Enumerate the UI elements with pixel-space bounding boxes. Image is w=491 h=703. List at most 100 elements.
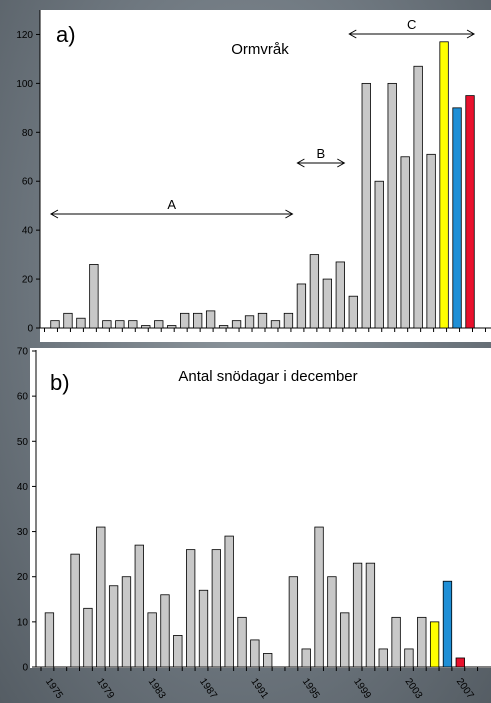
panel-b-x-tick-label: 1975	[43, 676, 65, 701]
panel-b-background	[30, 348, 491, 668]
panel-a-bar-1994	[296, 283, 307, 329]
panel-b-bar-1990	[237, 616, 247, 668]
panel-a-bar-1988	[218, 325, 229, 329]
panel-b-bar-1982	[134, 544, 144, 668]
panel-a-bar-2004	[426, 153, 436, 329]
annotation-B-arrow-right	[337, 158, 346, 168]
panel-b-bar-1994	[288, 576, 299, 668]
panel-b-x-tick-label: 2007	[454, 676, 476, 701]
panel-a-bar-1975	[50, 320, 60, 329]
panel-a-bar-1986	[193, 312, 203, 329]
panel-b-bar-2000	[365, 562, 376, 668]
panel-a-y-tick-label: 0	[27, 324, 33, 335]
panel-a-gridlines: 0 20 40 60 80 100 120	[16, 30, 486, 335]
panel-b-bar-1991	[250, 639, 260, 668]
panel-b-bar-1995	[301, 648, 311, 668]
panel-a-bar-1999	[361, 82, 371, 329]
panel-a-bar-2003	[413, 65, 423, 329]
annotation-A-arrow-left	[49, 209, 59, 219]
panel-b-x-tick-label: 1983	[146, 676, 168, 701]
panel-b-y-tick-label: 40	[17, 482, 29, 493]
panel-b-bar-1992	[263, 653, 273, 668]
panel-a-bar-2007	[465, 95, 475, 329]
panel-b: 0 10 20 30 40 50 60 70 b) Antal snödagar i dece…	[17, 347, 491, 701]
panel-a-y-tick-label: 100	[16, 79, 33, 90]
panel-b-x-tick-label: 1995	[300, 676, 322, 701]
panel-a-bar-1982	[141, 325, 151, 329]
panel-a-title: Ormvråk	[231, 41, 289, 58]
panel-b-y-tick-label: 30	[17, 527, 29, 538]
panel-a-bar-1985	[180, 312, 190, 329]
panel-b-bar-1998	[340, 612, 350, 668]
panel-a: 0 20 40 60 80 100 120 a) Ormvråk A B C	[16, 10, 491, 342]
panel-a-bar-1980	[115, 320, 125, 329]
panel-a-bar-1978	[89, 263, 99, 329]
annotation-C-arrow-left	[348, 29, 357, 39]
panel-a-bar-1981	[128, 320, 138, 329]
annotation-C-arrow-right	[466, 29, 476, 39]
annotation-B-arrow-left	[296, 158, 305, 168]
panel-b-bar-1999	[352, 562, 363, 668]
panel-b-bar-1986	[186, 549, 196, 668]
panel-b-bars	[44, 526, 465, 668]
panel-a-bar-1991	[257, 312, 268, 329]
panel-b-label: b)	[50, 370, 70, 395]
panel-b-bar-2007	[455, 657, 465, 668]
panel-b-y-tick-label: 70	[17, 347, 29, 358]
panel-b-x-tick-labels: 1975 1979 1983 1987 1991 1995 1999 2003 2007	[43, 676, 476, 701]
panel-a-bar-2006	[452, 107, 462, 329]
panel-a-bar-1984	[167, 325, 177, 329]
panel-a-bar-1997	[335, 261, 345, 329]
panel-b-y-tick-label: 20	[17, 572, 29, 583]
panel-b-bar-2005	[429, 621, 440, 668]
panel-a-bar-2000	[374, 180, 384, 329]
panel-a-y-tick-label: 20	[22, 275, 34, 286]
panel-b-y-tick-label: 60	[17, 392, 29, 403]
panel-a-bar-2001	[387, 82, 397, 329]
panel-b-bar-1984	[160, 594, 170, 668]
panel-a-bar-1990	[244, 315, 255, 329]
panel-b-bar-1975	[44, 612, 55, 668]
panel-b-bar-1997	[327, 576, 337, 668]
panel-a-bar-1996	[322, 278, 333, 329]
panel-b-bar-2002	[391, 616, 401, 668]
annotation-A-label: A	[167, 197, 176, 212]
panel-a-bar-2005	[439, 41, 449, 329]
panel-b-title: Antal snödagar i december	[178, 368, 357, 385]
annotation-B-label: B	[317, 146, 326, 161]
panel-a-bar-1977	[76, 317, 86, 329]
panel-b-bar-2006	[442, 580, 453, 668]
panel-b-y-tick-label: 0	[22, 663, 28, 674]
panel-b-bar-1983	[147, 612, 157, 668]
panel-a-bar-1987	[205, 310, 216, 329]
panel-a-bar-1979	[102, 320, 112, 329]
panel-a-annotations: A B C	[49, 17, 476, 219]
panel-a-bar-1995	[309, 254, 320, 329]
panel-b-bar-1996	[314, 526, 324, 668]
panel-b-bar-1989	[224, 535, 234, 668]
panel-b-x-tick-label: 1999	[351, 676, 373, 701]
panel-b-bar-1980	[108, 585, 119, 668]
panel-b-bar-1977	[70, 553, 80, 668]
panel-a-bar-1993	[283, 312, 294, 329]
panel-b-bar-1985	[173, 635, 183, 668]
panel-b-bar-2004	[417, 616, 427, 668]
panel-b-bar-2003	[404, 648, 414, 668]
panel-a-y-tick-label: 120	[16, 30, 33, 41]
panel-a-bar-1998	[348, 295, 358, 329]
panel-b-x-tick-label: 2003	[402, 676, 424, 701]
annotation-A-arrow-right	[285, 209, 294, 219]
panel-b-x-tick-label: 1991	[248, 676, 270, 701]
panel-b-x-tick-label: 1979	[94, 676, 116, 701]
panel-a-bar-1989	[231, 320, 242, 329]
panel-a-y-tick-label: 80	[22, 128, 34, 139]
panel-a-bars	[50, 41, 475, 329]
panel-b-bar-1988	[211, 549, 221, 668]
panel-b-bar-2001	[378, 648, 388, 668]
panel-a-bar-1992	[270, 320, 281, 329]
panel-b-bar-1979	[96, 526, 106, 668]
panel-a-y-tick-label: 40	[22, 226, 34, 237]
panel-a-label: a)	[56, 22, 76, 47]
panel-b-bar-1987	[198, 589, 209, 668]
